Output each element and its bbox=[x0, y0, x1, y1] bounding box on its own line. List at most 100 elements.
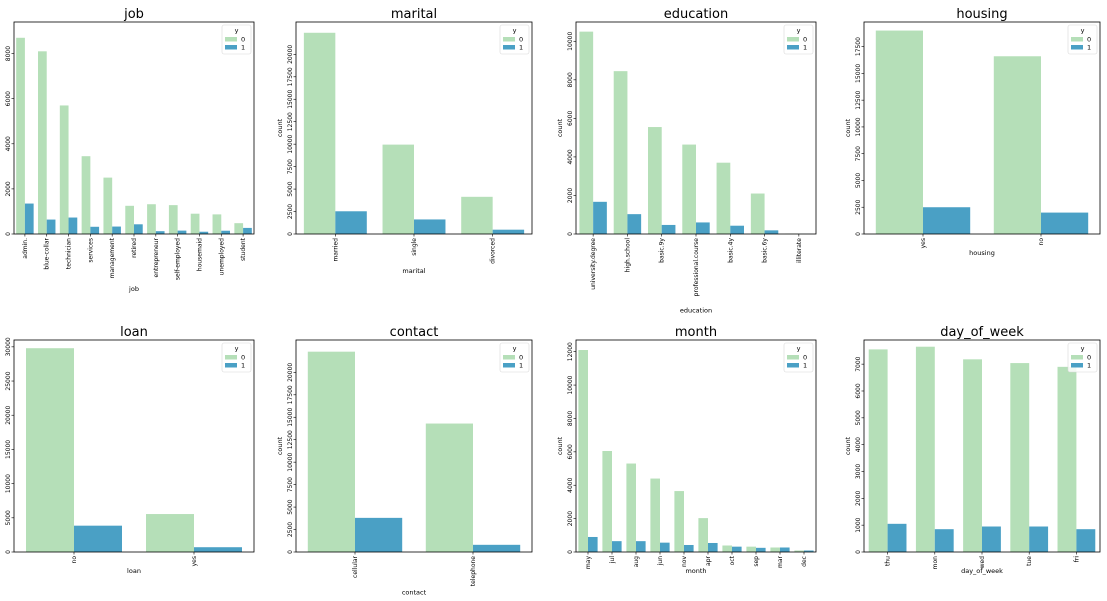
y-tick-label: 2500 bbox=[287, 522, 294, 537]
bar-series-0 bbox=[168, 205, 178, 234]
bar-series-1 bbox=[764, 230, 779, 234]
y-tick-label: 15000 bbox=[287, 90, 294, 109]
legend-swatch-1 bbox=[787, 45, 799, 50]
chart-title: day_of_week bbox=[940, 325, 1024, 340]
legend-label-0: 0 bbox=[803, 36, 807, 44]
y-tick-label: 12500 bbox=[287, 430, 294, 449]
y-tick-label: 4000 bbox=[855, 437, 862, 452]
x-tick-label: basic.9y bbox=[659, 238, 666, 263]
bar-series-1 bbox=[804, 550, 814, 552]
y-tick-label: 0 bbox=[567, 550, 574, 554]
legend-label-0: 0 bbox=[241, 36, 245, 44]
x-tick-label: oct bbox=[729, 555, 736, 565]
y-axis-label: count bbox=[276, 436, 284, 455]
y-tick-label: 2000 bbox=[567, 511, 574, 526]
bar-series-1 bbox=[221, 230, 230, 234]
bar-series-0 bbox=[579, 31, 594, 234]
y-tick-label: 2000 bbox=[567, 188, 574, 203]
bar-series-0 bbox=[674, 491, 684, 552]
bar-series-0 bbox=[613, 71, 628, 235]
x-tick-label: dec bbox=[801, 556, 808, 567]
y-tick-label: 6000 bbox=[567, 111, 574, 126]
y-tick-label: 1000 bbox=[855, 517, 862, 532]
x-tick-label: management bbox=[109, 237, 116, 278]
y-tick-label: 6000 bbox=[5, 91, 12, 106]
y-tick-label: 5000 bbox=[287, 499, 294, 514]
legend-swatch-1 bbox=[503, 363, 515, 368]
y-tick-label: 12000 bbox=[567, 342, 574, 361]
bar-series-1 bbox=[780, 547, 790, 552]
legend-swatch-0 bbox=[225, 37, 237, 42]
plot-frame bbox=[13, 339, 255, 553]
x-tick-label: student bbox=[240, 237, 247, 261]
legend-swatch-1 bbox=[1071, 45, 1083, 50]
y-tick-label: 12500 bbox=[287, 112, 294, 131]
bar-series-0 bbox=[38, 51, 47, 234]
bar-series-0 bbox=[59, 105, 69, 234]
y-tick-label: 7500 bbox=[855, 146, 862, 161]
y-tick-label: 0 bbox=[855, 550, 862, 554]
chart-education: education university.degree high.school bas… bbox=[556, 7, 817, 314]
y-tick-label: 17500 bbox=[287, 385, 294, 404]
legend-label-1: 1 bbox=[241, 362, 245, 370]
legend-swatch-0 bbox=[503, 355, 515, 360]
legend-title: y bbox=[513, 27, 517, 35]
x-tick-label: professional.course bbox=[693, 238, 700, 297]
y-tick-label: 0 bbox=[567, 232, 574, 236]
x-axis-label: job bbox=[128, 285, 139, 293]
bar-series-0 bbox=[212, 214, 222, 234]
legend-title: y bbox=[235, 345, 239, 353]
x-tick-label: admin. bbox=[22, 238, 29, 259]
legend-label-1: 1 bbox=[803, 44, 807, 52]
bar-series-1 bbox=[194, 547, 242, 552]
bar-series-0 bbox=[1057, 366, 1077, 552]
bar-series-0 bbox=[303, 32, 336, 234]
y-tick-label: 0 bbox=[855, 232, 862, 236]
bar-series-1 bbox=[1029, 526, 1049, 552]
y-tick-label: 25000 bbox=[5, 371, 12, 390]
legend: y01 bbox=[1067, 342, 1098, 373]
y-tick-label: 20000 bbox=[287, 363, 294, 382]
bar-series-1 bbox=[756, 547, 766, 552]
y-tick-label: 10000 bbox=[287, 452, 294, 471]
x-axis-label: housing bbox=[969, 249, 995, 257]
legend-label-1: 1 bbox=[1087, 362, 1091, 370]
chart-month: month may jul aug jun nov apr oct sep mar dec 0 2000… bbox=[556, 325, 817, 575]
legend-swatch-1 bbox=[225, 45, 237, 50]
y-tick-label: 17500 bbox=[287, 67, 294, 86]
chart-marital: marital married single divorced 0 2500 5000 750… bbox=[276, 7, 533, 275]
x-tick-label: illiterate bbox=[796, 238, 803, 263]
bar-series-0 bbox=[146, 514, 194, 552]
legend-label-1: 1 bbox=[1087, 44, 1091, 52]
x-tick-label: single bbox=[411, 238, 418, 256]
y-tick-label: 5000 bbox=[287, 181, 294, 196]
y-tick-label: 5000 bbox=[5, 510, 12, 525]
legend-label-0: 0 bbox=[1087, 354, 1091, 362]
chart-title: marital bbox=[391, 7, 437, 22]
bar-series-1 bbox=[887, 523, 907, 552]
x-tick-label: jul bbox=[609, 556, 616, 564]
bar-series-0 bbox=[461, 196, 493, 234]
chart-title: loan bbox=[120, 325, 148, 340]
x-tick-label: fri bbox=[1073, 556, 1080, 563]
legend-title: y bbox=[1081, 345, 1085, 353]
bar-series-1 bbox=[730, 225, 744, 234]
bar-series-1 bbox=[68, 217, 78, 234]
legend-label-0: 0 bbox=[519, 354, 523, 362]
x-tick-label: basic.6y bbox=[762, 238, 769, 263]
bar-series-1 bbox=[1041, 212, 1089, 234]
x-tick-label: thu bbox=[885, 556, 892, 566]
y-tick-label: 30000 bbox=[5, 337, 12, 356]
y-tick-label: 8000 bbox=[567, 72, 574, 87]
plot-frame bbox=[575, 21, 817, 235]
bar-series-1 bbox=[627, 214, 642, 234]
legend-swatch-1 bbox=[787, 363, 799, 368]
y-tick-label: 7500 bbox=[287, 477, 294, 492]
bar-series-0 bbox=[650, 478, 660, 552]
y-tick-label: 10000 bbox=[567, 32, 574, 51]
chart-title: housing bbox=[956, 7, 1007, 22]
legend-swatch-0 bbox=[1071, 37, 1083, 42]
bar-series-0 bbox=[698, 518, 708, 552]
x-tick-label: telephone bbox=[470, 556, 477, 586]
